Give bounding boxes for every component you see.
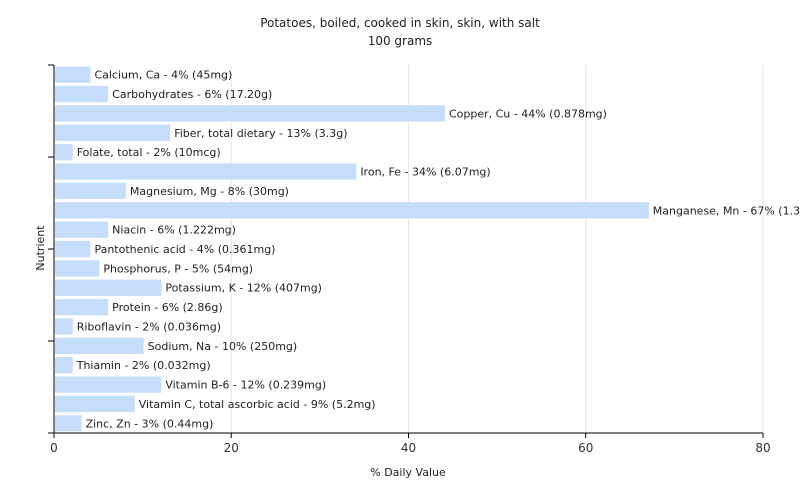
x-tick-label: 80 xyxy=(755,441,770,455)
bar xyxy=(55,337,144,354)
bar xyxy=(55,279,162,296)
bar xyxy=(55,395,135,413)
bar-label: Vitamin C, total ascorbic acid - 9% (5.2… xyxy=(139,398,376,411)
bar xyxy=(55,163,357,180)
bar-label: Protein - 6% (2.86g) xyxy=(112,301,223,314)
y-axis-title: Nutrient xyxy=(34,225,47,271)
bar-label: Carbohydrates - 6% (17.20g) xyxy=(112,88,272,101)
bar xyxy=(55,298,109,316)
bar xyxy=(55,66,91,83)
x-ticks-group: 0 20 40 60 80 xyxy=(50,433,771,455)
bar xyxy=(55,221,109,238)
bar xyxy=(55,357,73,374)
x-axis-title: % Daily Value xyxy=(370,466,446,479)
bar-label: Riboflavin - 2% (0.036mg) xyxy=(77,320,221,333)
x-tick-label: 60 xyxy=(578,441,593,455)
bar xyxy=(55,260,100,277)
chart-title: Potatoes, boiled, cooked in skin, skin, … xyxy=(260,16,540,30)
bar-label: Folate, total - 2% (10mcg) xyxy=(77,146,221,159)
x-tick-label: 0 xyxy=(50,441,58,455)
bar-label: Zinc, Zn - 3% (0.44mg) xyxy=(86,417,214,430)
bar-label: Phosphorus, P - 5% (54mg) xyxy=(103,262,253,275)
gridlines xyxy=(230,65,764,433)
chart-subtitle: 100 grams xyxy=(368,34,433,48)
bar-label: Calcium, Ca - 4% (45mg) xyxy=(94,69,232,82)
bar-label: Iron, Fe - 34% (6.07mg) xyxy=(360,166,490,179)
x-tick-label: 20 xyxy=(224,441,239,455)
bar xyxy=(55,376,162,393)
bar-label: Niacin - 6% (1.222mg) xyxy=(112,224,236,237)
bar-label: Copper, Cu - 44% (0.878mg) xyxy=(449,107,607,120)
bar-label: Manganese, Mn - 67% (1.338mg) xyxy=(653,204,800,217)
bar xyxy=(55,105,445,122)
bar xyxy=(55,85,109,103)
bar xyxy=(55,144,73,161)
bar xyxy=(55,240,91,258)
bar xyxy=(55,182,126,200)
bar xyxy=(55,318,73,335)
bars-group: Calcium, Ca - 4% (45mg) Carbohydrates - 6… xyxy=(55,66,800,432)
bar-label: Fiber, total dietary - 13% (3.3g) xyxy=(174,127,347,140)
bar xyxy=(55,124,171,141)
bar-label: Thiamin - 2% (0.032mg) xyxy=(76,359,211,372)
bar-label: Pantothenic acid - 4% (0.361mg) xyxy=(94,243,275,256)
bar-label: Potassium, K - 12% (407mg) xyxy=(165,282,322,295)
bar-label: Vitamin B-6 - 12% (0.239mg) xyxy=(165,379,326,392)
bar-label: Sodium, Na - 10% (250mg) xyxy=(148,340,298,353)
bar-label: Magnesium, Mg - 8% (30mg) xyxy=(130,185,289,198)
x-tick-label: 40 xyxy=(401,441,416,455)
bar xyxy=(55,415,82,432)
bar xyxy=(55,202,649,219)
